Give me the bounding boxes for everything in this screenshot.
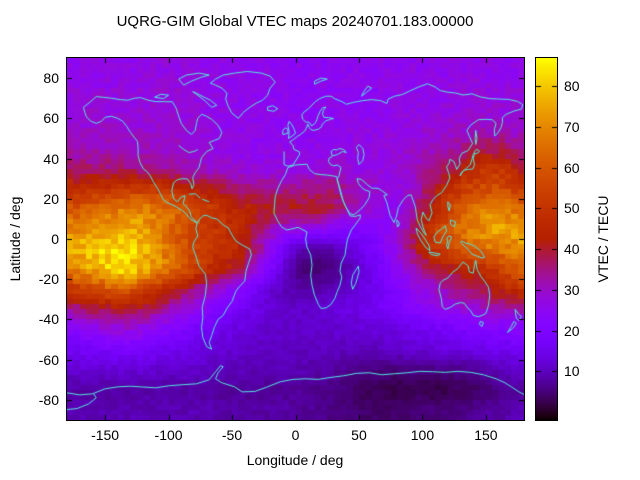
x-tick-label: 100 xyxy=(410,427,435,443)
vtec-heatmap-canvas xyxy=(67,58,524,420)
map-plot-area xyxy=(66,57,525,421)
colorbar-tick-label: 80 xyxy=(564,78,580,95)
x-tick-label: -50 xyxy=(221,427,243,443)
y-tick-label: 80 xyxy=(43,70,59,87)
colorbar-canvas xyxy=(536,58,557,420)
colorbar-tick-label: 40 xyxy=(564,241,580,258)
x-tick-label: -100 xyxy=(154,427,183,443)
chart-title: UQRG-GIM Global VTEC maps 20240701.183.0… xyxy=(116,13,474,30)
colorbar-tick-label: 70 xyxy=(564,119,580,136)
x-tick-label: -150 xyxy=(91,427,120,443)
y-tick-label: 60 xyxy=(43,110,59,127)
colorbar-tick-label: 50 xyxy=(564,200,580,217)
y-tick-label: 0 xyxy=(51,231,59,247)
colorbar xyxy=(535,57,558,421)
x-tick-label: 50 xyxy=(351,427,367,443)
x-axis-label: Longitude / deg xyxy=(246,452,344,468)
y-tick-label: -80 xyxy=(38,391,59,408)
colorbar-tick-label: 20 xyxy=(564,322,580,339)
y-tick-label: -20 xyxy=(38,271,59,288)
colorbar-tick-label: 60 xyxy=(564,159,580,176)
y-tick-label: 40 xyxy=(43,150,59,167)
y-tick-label: -40 xyxy=(38,311,59,328)
x-tick-label: 0 xyxy=(291,427,300,443)
y-tick-label: -60 xyxy=(38,351,59,368)
x-tick-label: 150 xyxy=(474,427,498,443)
y-tick-label: 20 xyxy=(43,190,59,207)
colorbar-tick-label: 10 xyxy=(564,363,580,380)
colorbar-tick-label: 30 xyxy=(564,281,580,298)
